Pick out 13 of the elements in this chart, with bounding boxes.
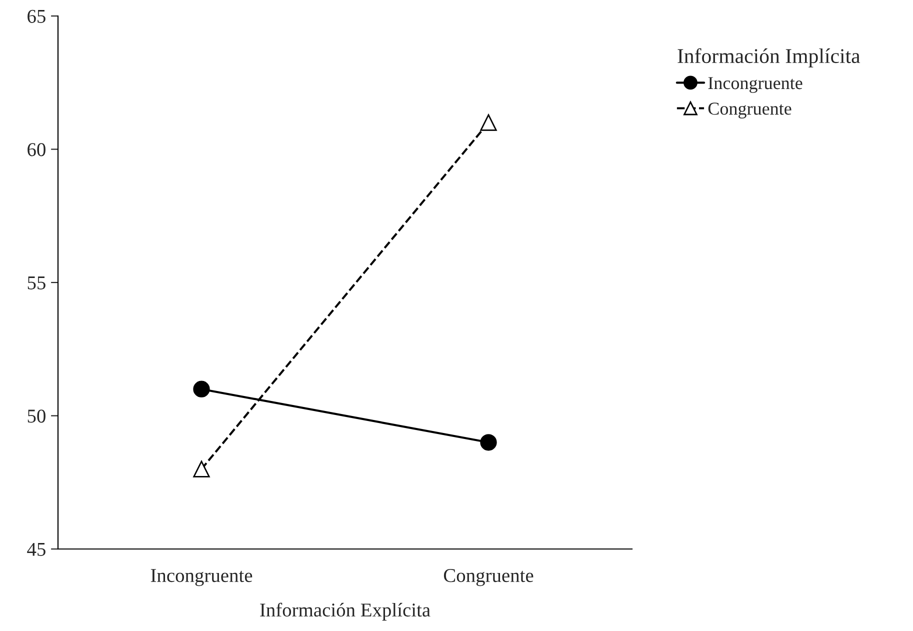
x-axis-title: Información Explícita <box>260 602 430 621</box>
legend-title: Información Implícita <box>678 48 860 68</box>
point <box>193 380 210 398</box>
point <box>480 434 497 451</box>
y-tick-label: 60 <box>28 143 46 156</box>
legend-label: Congruente <box>708 102 792 118</box>
point <box>480 114 497 131</box>
y-tick-label: 55 <box>28 276 46 290</box>
legend-label: Incongruente <box>708 77 802 93</box>
y-tick-label: 50 <box>28 410 46 423</box>
y-tick-label: 65 <box>28 10 46 23</box>
y-tick-label: 45 <box>27 542 46 556</box>
point <box>193 460 210 478</box>
